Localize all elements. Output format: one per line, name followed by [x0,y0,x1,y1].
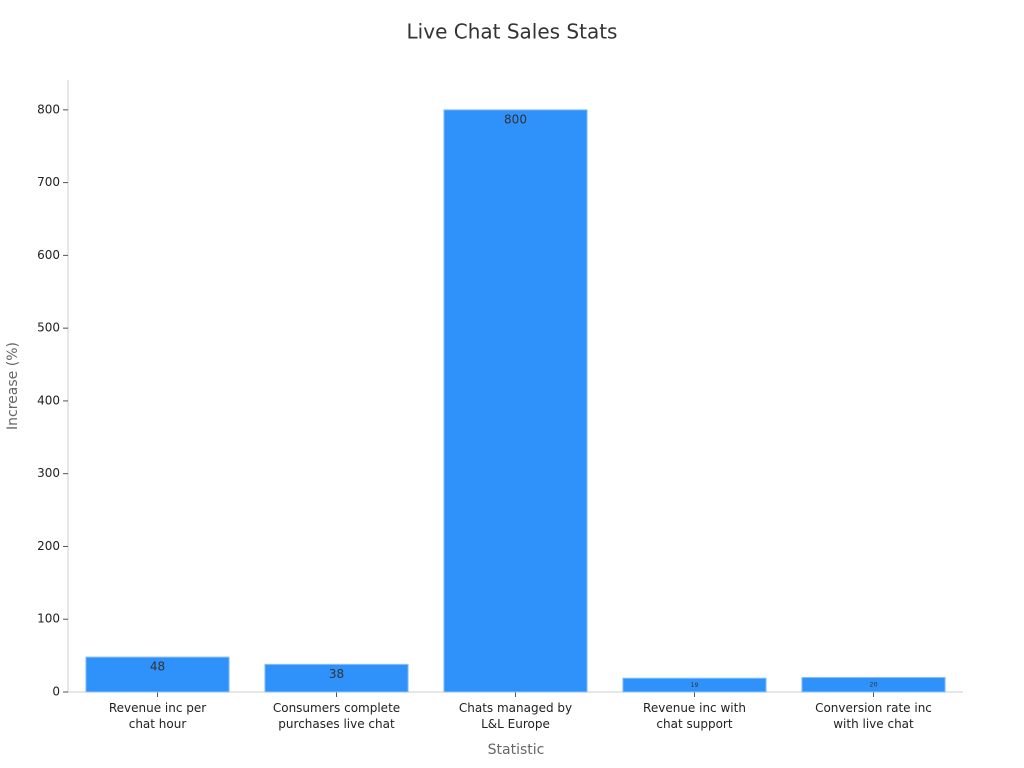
data-label: 19 [691,682,699,689]
bar [264,663,409,693]
x-tick-label-line: chat support [656,717,732,731]
bar [801,676,946,693]
y-tick-label: 800 [37,102,60,116]
y-tick-label: 0 [52,685,60,699]
x-tick-label-line: Revenue inc per [109,701,206,715]
y-tick-label: 700 [37,175,60,189]
x-tick-label-line: Conversion rate inc [815,701,932,715]
y-tick-label: 100 [37,612,60,626]
x-tick-label-line: L&L Europe [481,717,550,731]
x-tick-label-line: Consumers complete [273,701,400,715]
y-axis-label: Increase (%) [5,342,21,430]
x-axis-label: Statistic [488,742,545,758]
data-label: 48 [150,660,165,674]
bar [85,656,230,693]
x-tick-label-line: Chats managed by [459,701,572,715]
y-tick-label: 200 [37,539,60,553]
x-tick-label: Revenue inc per chat hour [109,701,206,731]
data-label: 20 [869,681,877,689]
x-tick-label: Revenue inc with chat support [643,701,746,731]
bar [622,677,767,693]
x-tick-label: Consumers complete purchases live chat [273,701,400,731]
x-tick-label-line: chat hour [129,717,187,731]
y-tick-label: 500 [37,321,60,335]
data-label: 38 [329,667,344,681]
x-tick-label: Chats managed by L&L Europe [459,701,572,731]
x-tick-label-line: Revenue inc with [643,701,746,715]
y-tick-label: 400 [37,393,60,407]
y-tick-label: 600 [37,248,60,262]
x-tick-label: Conversion rate inc with live chat [815,701,932,731]
chart-title: Live Chat Sales Stats [407,20,618,44]
y-tick-label: 300 [37,466,60,480]
bar [443,109,588,693]
x-tick-label-line: purchases live chat [278,717,395,731]
x-tick-label-line: with live chat [833,717,914,731]
data-label: 800 [504,112,527,126]
